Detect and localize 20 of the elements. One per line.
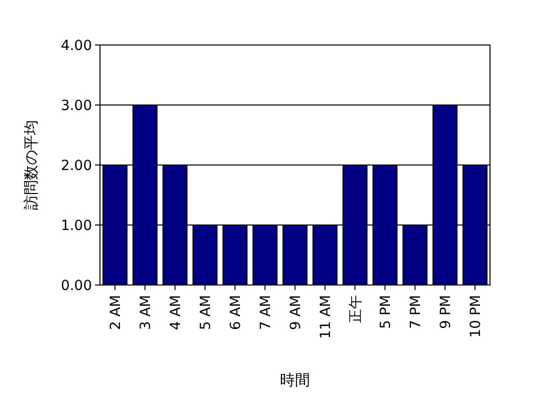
x-axis-title: 時間 bbox=[280, 371, 310, 389]
x-tick-label: 5 AM bbox=[198, 295, 214, 330]
x-tick-label: 9 PM bbox=[438, 295, 454, 329]
x-tick-label: 7 PM bbox=[408, 295, 424, 329]
y-tick-label: 0.00 bbox=[60, 278, 92, 294]
y-tick-label: 3.00 bbox=[60, 98, 92, 114]
y-tick-label: 4.00 bbox=[60, 38, 92, 54]
x-tick-label: 9 AM bbox=[288, 295, 304, 330]
y-tick-label: 2.00 bbox=[60, 158, 92, 174]
x-tick-label: 4 AM bbox=[168, 295, 184, 330]
x-tick-label: 11 AM bbox=[318, 295, 334, 339]
x-tick-label: 5 PM bbox=[378, 295, 394, 329]
x-tick-label: 3 AM bbox=[138, 295, 154, 330]
x-tick-label: 6 AM bbox=[228, 295, 244, 330]
x-tick-label: 7 AM bbox=[258, 295, 274, 330]
x-tick-label: 10 PM bbox=[468, 295, 484, 338]
x-tick-label: 正午 bbox=[348, 295, 364, 323]
y-tick-label: 1.00 bbox=[60, 218, 92, 234]
x-tick-label: 2 AM bbox=[108, 295, 124, 330]
y-axis-title: 訪問数の平均 bbox=[22, 120, 40, 210]
